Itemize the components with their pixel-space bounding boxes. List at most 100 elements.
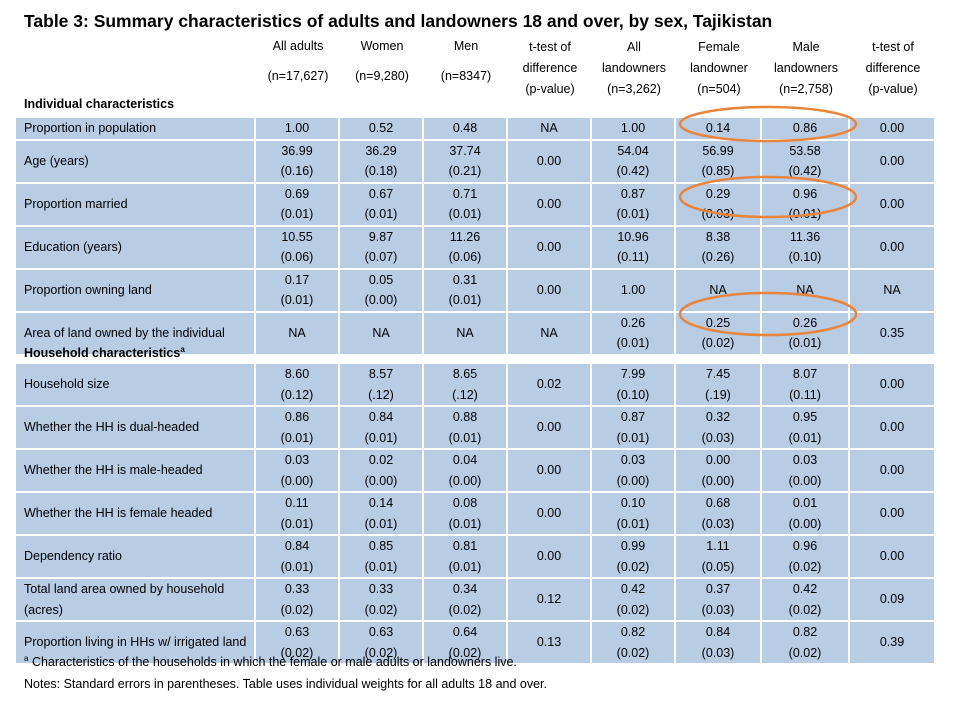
column-header: t-test of difference (p-value) — [850, 36, 936, 100]
cell-value: 0.37 — [705, 582, 731, 596]
column-header-line: t-test of — [872, 39, 914, 54]
cell-std-error: (.19) — [705, 387, 731, 402]
cell-std-error: (0.02) — [280, 645, 314, 660]
table-cell: 54.04 (0.42) — [592, 140, 676, 184]
row-label: Proportion in population — [16, 118, 256, 141]
table-row: Total land area owned by household (acre… — [16, 579, 936, 622]
cell-value: 0.00 — [879, 153, 905, 168]
row-label: Dependency ratio — [16, 536, 256, 579]
cell-value: 0.04 — [452, 453, 478, 467]
table-row: Proportion living in HHs w/ irrigated la… — [16, 622, 936, 665]
table-cell: 0.96 (0.01) — [762, 183, 850, 227]
footnote: a Characteristics of the households in w… — [24, 654, 517, 669]
cell-std-error: (0.16) — [280, 164, 314, 178]
cell-value: 0.01 — [792, 496, 818, 510]
cell-value: NA — [288, 325, 306, 340]
column-header: Female landowner (n=504) — [676, 36, 762, 100]
cell-std-error: (0.01) — [364, 207, 398, 221]
cell-std-error: (0.01) — [616, 207, 650, 221]
table-cell: 0.87 (0.01) — [592, 183, 676, 227]
section-individual: Individual characteristics — [24, 97, 174, 111]
cell-std-error: (0.03) — [701, 602, 735, 617]
cell-value: 0.63 — [284, 625, 310, 639]
table-cell: 0.00 — [508, 140, 592, 184]
cell-value: 0.48 — [452, 121, 478, 135]
cell-value: 8.38 — [705, 229, 731, 244]
table-cell: 36.99 (0.16) — [256, 140, 340, 184]
column-header: All adults (n=17,627) — [256, 36, 340, 100]
cell-std-error: (.12) — [452, 387, 478, 402]
cell-value: 0.09 — [879, 592, 905, 607]
cell-value: 0.34 — [452, 582, 478, 596]
cell-std-error: (0.21) — [448, 164, 482, 178]
table-cell: 0.13 — [508, 622, 592, 665]
row-label: Proportion living in HHs w/ irrigated la… — [16, 622, 256, 665]
row-label: Whether the HH is male-headed — [16, 450, 256, 493]
table-cell: 0.86 (0.01) — [256, 407, 340, 450]
table-cell: 56.99 (0.85) — [676, 140, 762, 184]
cell-value: 0.39 — [879, 635, 905, 650]
table-cell: NA — [762, 269, 850, 313]
cell-value: 1.00 — [620, 282, 646, 297]
cell-value: NA — [796, 282, 814, 297]
table-cell: 0.00 — [850, 226, 936, 270]
table-cell: 11.36 (0.10) — [762, 226, 850, 270]
cell-value: 0.00 — [536, 153, 562, 168]
column-header-line: t-test of — [529, 39, 571, 54]
cell-value: 0.00 — [879, 549, 905, 564]
cell-value: 0.00 — [879, 377, 905, 392]
table-cell: 0.00 — [850, 140, 936, 184]
table-cell: 0.01 (0.00) — [762, 493, 850, 536]
table-cell: 0.03 (0.00) — [592, 450, 676, 493]
table-cell: 0.00 — [508, 536, 592, 579]
table-cell: 37.74 (0.21) — [424, 140, 508, 184]
table-cell: 0.10 (0.01) — [592, 493, 676, 536]
row-label: Age (years) — [16, 140, 256, 184]
cell-value: 0.87 — [620, 186, 646, 201]
cell-std-error: (0.02) — [701, 336, 735, 350]
cell-value: 0.35 — [879, 325, 905, 340]
table-cell: 0.00 — [850, 407, 936, 450]
table-cell: 1.00 — [592, 269, 676, 313]
cell-value: 1.00 — [284, 121, 310, 135]
table-cell: 0.33 (0.02) — [340, 579, 424, 622]
cell-value: NA — [372, 325, 390, 340]
table-cell: 0.03 (0.00) — [256, 450, 340, 493]
table-row: Age (years) 36.99 (0.16) 36.29 (0.18) 37.74 (0… — [16, 140, 936, 184]
cell-value: 0.03 — [284, 453, 310, 467]
table-cell: 0.00 — [850, 118, 936, 141]
table-cell: 0.87 (0.01) — [592, 407, 676, 450]
cell-value: 0.96 — [792, 539, 818, 553]
cell-std-error: (0.06) — [280, 250, 314, 264]
cell-std-error: (0.01) — [616, 516, 650, 531]
column-header-line: (p-value) — [868, 81, 918, 96]
cell-std-error: (0.03) — [701, 516, 735, 531]
cell-value: 0.68 — [705, 496, 731, 510]
table-cell: 0.86 — [762, 118, 850, 141]
cell-value: 0.00 — [536, 420, 562, 435]
cell-value: 0.84 — [284, 539, 310, 553]
column-header-line: (n=8347) — [440, 69, 492, 83]
table-cell: 0.52 — [340, 118, 424, 141]
cell-std-error: (0.01) — [616, 430, 650, 445]
table-row: Whether the HH is female headed 0.11 (0.01… — [16, 493, 936, 536]
cell-std-error: (0.02) — [788, 559, 822, 574]
table-cell: NA — [340, 312, 424, 356]
table-cell: 0.09 — [850, 579, 936, 622]
cell-value: 0.00 — [879, 463, 905, 478]
row-label: Household size — [16, 364, 256, 407]
notes: Notes: Standard errors in parentheses. T… — [24, 677, 547, 691]
cell-value: 0.00 — [536, 549, 562, 564]
table-cell: 0.81 (0.01) — [424, 536, 508, 579]
cell-std-error: (0.02) — [364, 645, 398, 660]
table-cell: 11.26 (0.06) — [424, 226, 508, 270]
cell-value: 0.95 — [792, 410, 818, 424]
cell-value: 0.02 — [536, 377, 562, 392]
table-cell: NA — [850, 269, 936, 313]
cell-std-error: (0.00) — [448, 473, 482, 488]
table-cell: 0.35 — [850, 312, 936, 356]
table-cell: 0.84 (0.01) — [340, 407, 424, 450]
cell-std-error: (0.07) — [364, 250, 398, 264]
table-cell: 0.96 (0.02) — [762, 536, 850, 579]
cell-std-error: (0.01) — [616, 336, 650, 350]
